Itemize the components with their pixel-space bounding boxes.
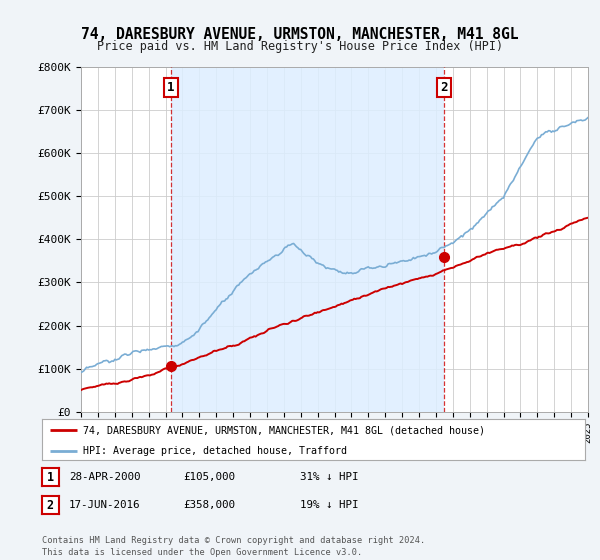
Text: HPI: Average price, detached house, Trafford: HPI: Average price, detached house, Traf… <box>83 446 347 455</box>
Text: 17-JUN-2016: 17-JUN-2016 <box>69 500 140 510</box>
Text: Contains HM Land Registry data © Crown copyright and database right 2024.
This d: Contains HM Land Registry data © Crown c… <box>42 536 425 557</box>
Text: 28-APR-2000: 28-APR-2000 <box>69 472 140 482</box>
Text: £105,000: £105,000 <box>183 472 235 482</box>
Text: 2: 2 <box>440 81 448 94</box>
Text: 31% ↓ HPI: 31% ↓ HPI <box>300 472 359 482</box>
Text: Price paid vs. HM Land Registry's House Price Index (HPI): Price paid vs. HM Land Registry's House … <box>97 40 503 53</box>
Text: £358,000: £358,000 <box>183 500 235 510</box>
Text: 1: 1 <box>47 470 54 484</box>
Text: 1: 1 <box>167 81 175 94</box>
Text: 74, DARESBURY AVENUE, URMSTON, MANCHESTER, M41 8GL (detached house): 74, DARESBURY AVENUE, URMSTON, MANCHESTE… <box>83 425 485 435</box>
Bar <box>171 67 443 412</box>
Text: 74, DARESBURY AVENUE, URMSTON, MANCHESTER, M41 8GL: 74, DARESBURY AVENUE, URMSTON, MANCHESTE… <box>81 27 519 42</box>
Text: 2: 2 <box>47 498 54 512</box>
Text: 19% ↓ HPI: 19% ↓ HPI <box>300 500 359 510</box>
